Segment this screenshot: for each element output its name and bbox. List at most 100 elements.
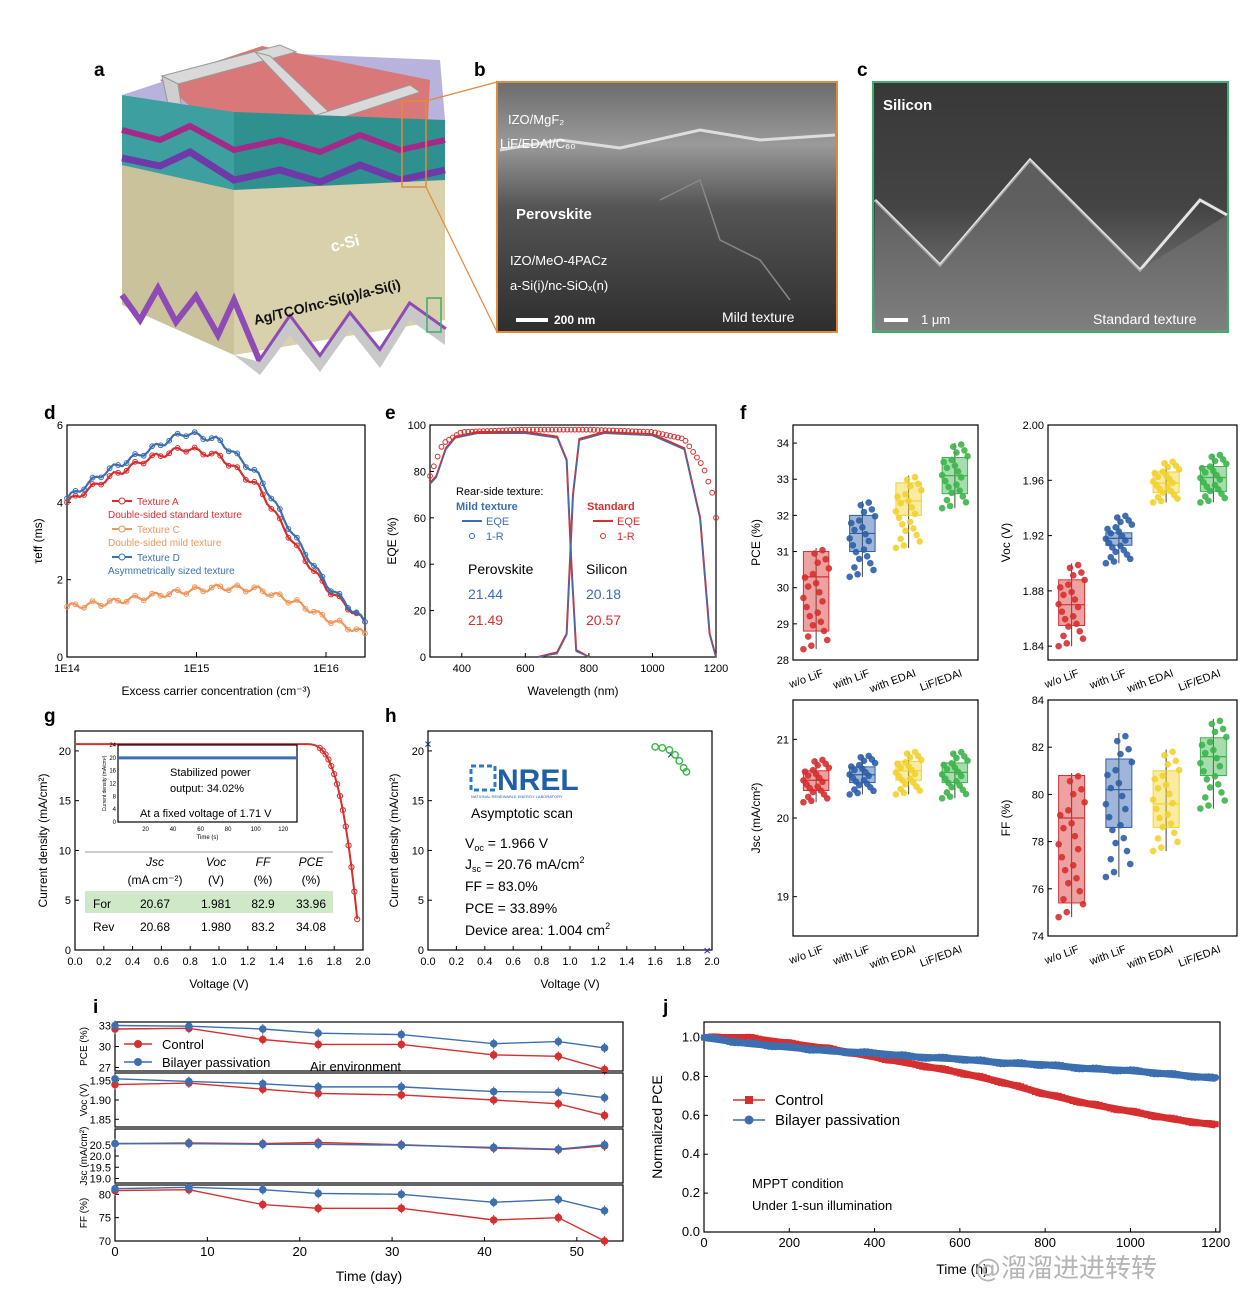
f-point	[943, 789, 951, 796]
i2-ytick-label: 20.0	[90, 1151, 111, 1163]
j-control-point	[1038, 1091, 1045, 1098]
f-point	[1166, 790, 1173, 798]
f-point	[812, 579, 820, 587]
d-ylabel: τeff (ms)	[31, 518, 45, 563]
d-point	[157, 442, 164, 449]
sem-b-scalebar	[516, 318, 548, 322]
i-legend-label: Bilayer passivation	[162, 1055, 270, 1070]
d-frame	[66, 424, 366, 658]
f-point	[1117, 542, 1124, 550]
j-control-point	[1059, 1093, 1066, 1100]
j-control-point	[1188, 1119, 1195, 1126]
d-point	[276, 591, 283, 598]
j-control-point	[892, 1057, 899, 1064]
d-point	[259, 491, 266, 498]
d-point	[293, 534, 300, 541]
e-reflect-point	[545, 426, 552, 433]
f-point	[1216, 762, 1224, 770]
e-table-col1: Perovskite	[468, 561, 534, 577]
f0-ytick-label: 30	[777, 583, 789, 595]
d-series-0	[66, 446, 366, 623]
i-point	[111, 1080, 119, 1089]
f-point	[809, 621, 817, 629]
j-control-point	[748, 1034, 755, 1041]
i0-bilayer-line	[114, 1024, 605, 1049]
f-point	[814, 559, 822, 567]
h-marker: ×	[424, 736, 432, 751]
f-point	[1069, 790, 1077, 798]
h-xtick-label: 1.0	[562, 956, 577, 968]
f-point	[800, 777, 807, 784]
g-inset-ytick: 12	[109, 782, 116, 788]
g-ytick-label: 5	[65, 895, 71, 907]
i-point	[258, 1140, 267, 1149]
j-ytick-label: 1.0	[682, 1030, 700, 1045]
i-xtick-label: 40	[477, 1244, 491, 1259]
e-table-mild-1: 21.44	[468, 586, 503, 602]
d-point	[64, 603, 70, 610]
d-point	[276, 515, 283, 522]
g-table-header: FF	[256, 855, 271, 869]
h-metric-jsc-sub: sc	[472, 864, 482, 874]
j-control-point	[1076, 1099, 1083, 1106]
h-xtick-label: 1.8	[676, 956, 691, 968]
f2-ytick-label: 20	[777, 813, 789, 825]
g-jv-point	[322, 751, 329, 758]
g-inset-xtick: 80	[225, 827, 232, 833]
g-table-highlight	[85, 891, 333, 913]
e-reflect-point	[671, 433, 677, 440]
f-point	[1074, 845, 1082, 853]
f-category-label: LiF/EDAI	[918, 944, 963, 970]
h-xtick-label: 2.0	[704, 956, 719, 968]
f3-ytick-label: 74	[1032, 931, 1044, 943]
f2-ytick-label: 19	[777, 892, 789, 904]
j-control-point	[793, 1040, 800, 1047]
sem-b-texture: Mild texture	[722, 309, 795, 325]
f-point	[851, 564, 858, 571]
g-jv-curve	[75, 743, 359, 920]
f-point	[1208, 720, 1216, 728]
f-point	[860, 546, 868, 553]
f-point	[1197, 759, 1204, 767]
layer-front-right	[234, 112, 445, 205]
e-reflect-point	[655, 430, 662, 437]
j-control-point	[987, 1076, 994, 1083]
e-group-name: Mild texture	[456, 501, 518, 513]
j-control-point	[1066, 1096, 1073, 1103]
sem-b-layer2: LiF/EDAI/C₆₀	[500, 136, 576, 151]
f-point	[1071, 832, 1079, 840]
j-control-point	[1147, 1113, 1154, 1120]
e-reflect-point	[514, 427, 521, 433]
f-point	[940, 761, 948, 769]
panel-label-d: d	[44, 403, 56, 424]
e-reflect-point	[572, 426, 578, 433]
f-point	[918, 486, 925, 494]
j-control-point	[1014, 1082, 1021, 1089]
f-point	[1117, 750, 1124, 758]
j-xtick-label: 200	[778, 1235, 800, 1250]
f-point	[1125, 745, 1132, 753]
i-xtick-label: 0	[111, 1244, 118, 1259]
f-point	[865, 537, 873, 545]
d-point	[259, 588, 266, 595]
d-point	[81, 492, 87, 498]
f-point	[903, 476, 911, 483]
i-point	[600, 1111, 609, 1120]
f-point	[825, 565, 833, 572]
d-point	[157, 453, 164, 460]
f-point	[1154, 835, 1162, 842]
f-point	[1201, 493, 1209, 500]
g-xtick-label: 0.0	[67, 956, 82, 968]
d-legend-marker	[118, 497, 126, 505]
i-xtick-label: 20	[292, 1244, 306, 1259]
d-point	[345, 626, 351, 633]
j-control-point	[1106, 1105, 1113, 1112]
sem-c-pyramid-fill	[875, 160, 1227, 330]
j-control-point	[1062, 1095, 1069, 1102]
d-point	[251, 478, 258, 485]
f-point	[851, 786, 858, 793]
j-control-point	[895, 1057, 902, 1064]
chart-e: 400 600 800 1000 1200 0 20 40 60 80 100 Wavelength …	[385, 420, 728, 698]
f-point	[938, 771, 946, 778]
f-point	[894, 493, 901, 501]
